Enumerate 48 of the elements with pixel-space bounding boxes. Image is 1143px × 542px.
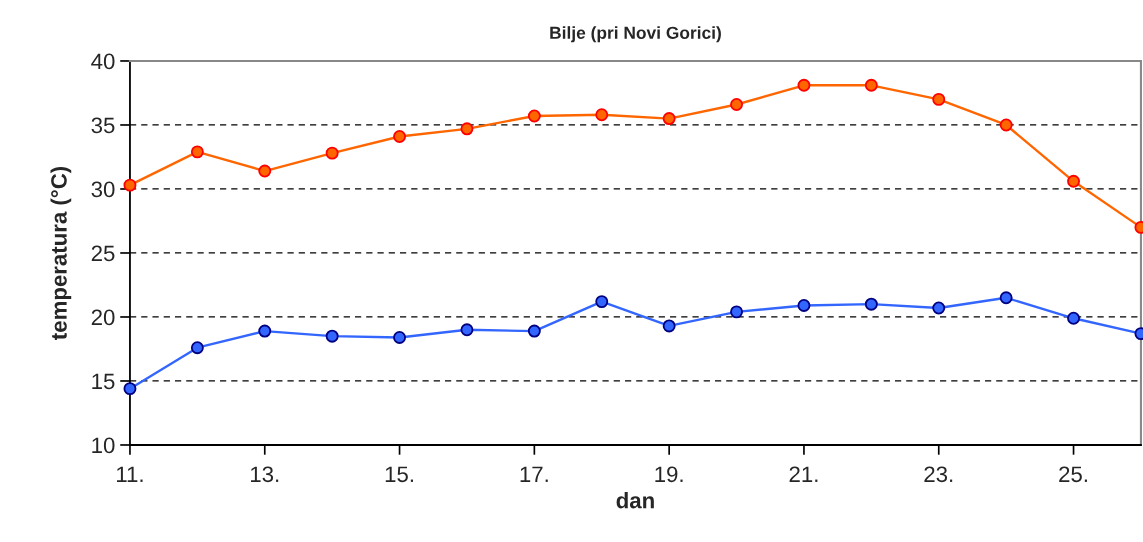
- point: [190, 145, 204, 159]
- point: [595, 108, 609, 122]
- x-tick-label: 21.: [789, 466, 818, 482]
- y-tick-label: 40: [91, 53, 115, 70]
- y-tick-label: 30: [91, 181, 115, 198]
- point: [662, 319, 676, 333]
- point: [527, 324, 541, 338]
- point: [325, 146, 339, 160]
- chart-title: Bilje (pri Novi Gorici): [550, 26, 721, 43]
- y-axis-title: temperatura (°C): [50, 166, 72, 340]
- x-tick-label: 11.: [117, 466, 143, 482]
- x-tick-label: 23.: [924, 466, 953, 483]
- x-axis-title: dan: [616, 492, 654, 509]
- point: [190, 341, 204, 355]
- x-tick-label: 13.: [251, 466, 279, 483]
- x-tick-label: 19.: [655, 466, 683, 483]
- point: [999, 291, 1013, 305]
- point: [797, 78, 811, 92]
- point: [527, 109, 541, 123]
- point: [460, 122, 474, 136]
- point: [325, 329, 339, 343]
- point: [1067, 174, 1081, 188]
- point: [1067, 311, 1081, 325]
- point: [730, 98, 744, 111]
- point: [460, 323, 474, 337]
- point: [258, 324, 272, 338]
- point: [864, 297, 878, 311]
- point: [393, 330, 407, 344]
- point: [932, 301, 946, 315]
- point: [393, 130, 407, 143]
- y-tick-label: 25: [91, 245, 115, 262]
- x-tick-label: 15.: [385, 466, 413, 483]
- point: [797, 298, 811, 312]
- y-tick-label: 10: [92, 437, 115, 454]
- point: [123, 178, 137, 192]
- x-tick-label: 17.: [520, 466, 548, 482]
- point: [730, 305, 744, 319]
- point: [662, 112, 676, 126]
- x-tick-label: 25.: [1059, 466, 1087, 483]
- point: [864, 78, 878, 92]
- y-tick-label: 20: [91, 309, 115, 326]
- point: [999, 118, 1013, 132]
- point: [123, 382, 137, 396]
- point: [258, 164, 272, 178]
- point: [932, 92, 946, 106]
- y-tick-label: 15: [92, 373, 115, 390]
- y-tick-label: 35: [91, 117, 115, 134]
- point: [595, 295, 609, 309]
